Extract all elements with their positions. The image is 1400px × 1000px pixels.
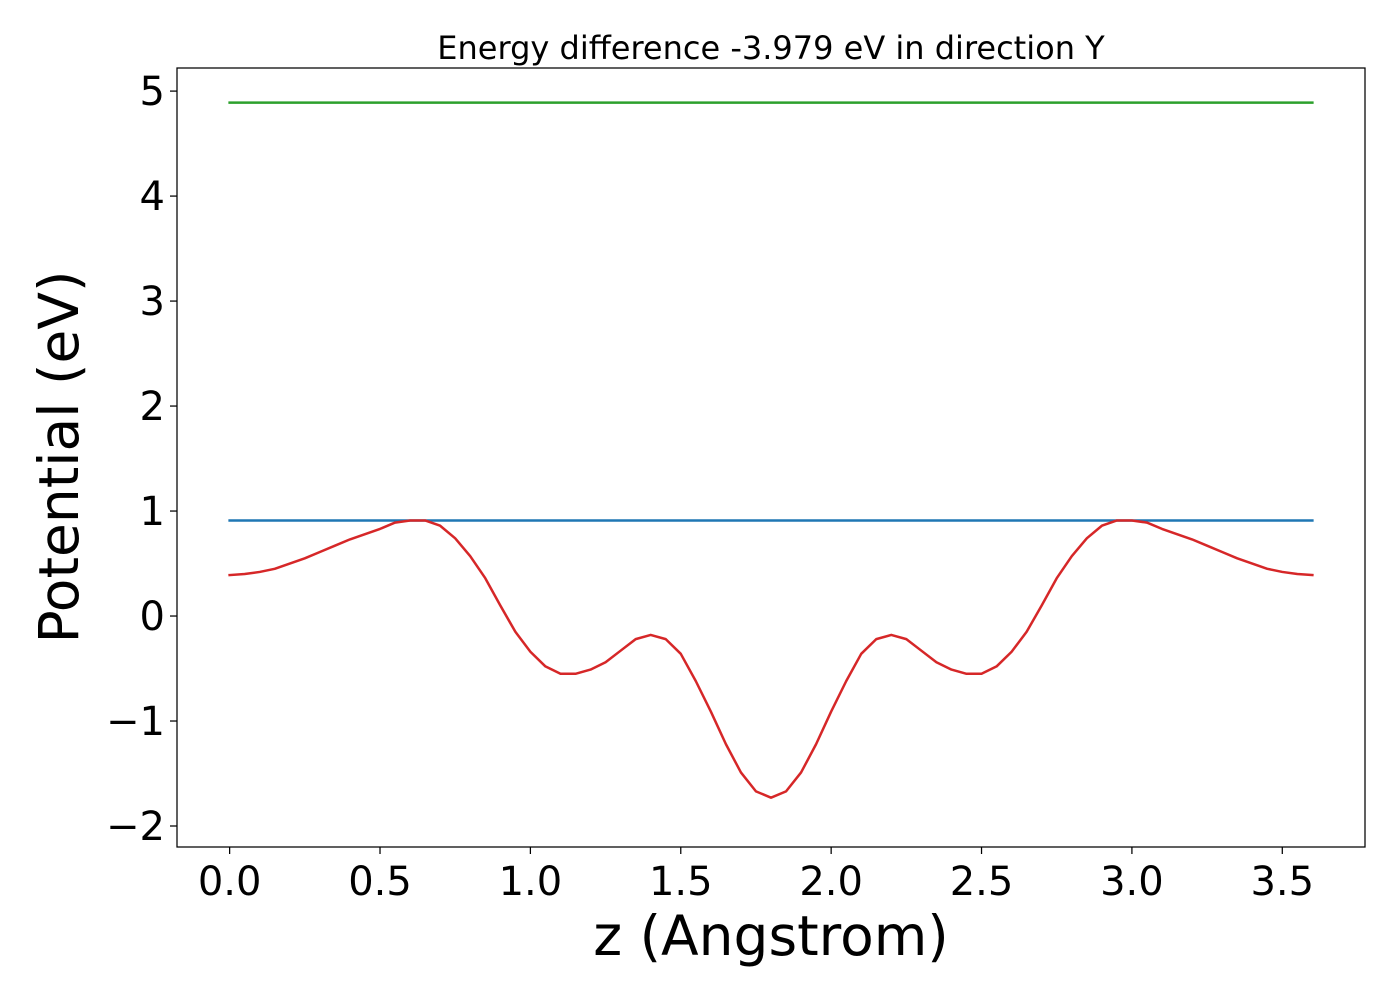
- x-tick-label: 2.5: [950, 859, 1014, 905]
- y-tick-label: 4: [140, 174, 165, 220]
- x-tick-label: 3.0: [1100, 859, 1164, 905]
- y-tick-label: 1: [140, 489, 165, 535]
- y-axis-label: Potential (eV): [27, 271, 91, 644]
- y-axis-ticks: −2 −1 0 1 2 3 4 5: [106, 69, 177, 850]
- x-axis-label: z (Angstrom): [593, 904, 949, 968]
- y-tick-label: −1: [106, 699, 165, 745]
- x-tick-label: 0.5: [348, 859, 412, 905]
- y-tick-label: 5: [140, 69, 165, 115]
- x-tick-label: 3.5: [1250, 859, 1314, 905]
- plot-area: 0.0 0.5 1.0 1.5 2.0 2.5 3.0 3.5 −2 −1 0 1 2 3 4 5: [106, 67, 1366, 905]
- axes-frame: [176, 67, 1366, 848]
- x-tick-label: 1.0: [499, 859, 563, 905]
- y-tick-label: 2: [140, 384, 165, 430]
- x-tick-label: 0.0: [198, 859, 262, 905]
- x-tick-label: 2.0: [799, 859, 863, 905]
- chart-title: Energy difference -3.979 eV in direction…: [437, 29, 1105, 67]
- series-line-2: [228, 519, 1314, 799]
- y-tick-label: −2: [106, 804, 165, 850]
- x-tick-label: 1.5: [649, 859, 713, 905]
- series-group: [228, 101, 1314, 799]
- y-tick-label: 0: [140, 594, 165, 640]
- x-axis-ticks: 0.0 0.5 1.0 1.5 2.0 2.5 3.0 3.5: [198, 847, 1314, 905]
- y-tick-label: 3: [140, 279, 165, 325]
